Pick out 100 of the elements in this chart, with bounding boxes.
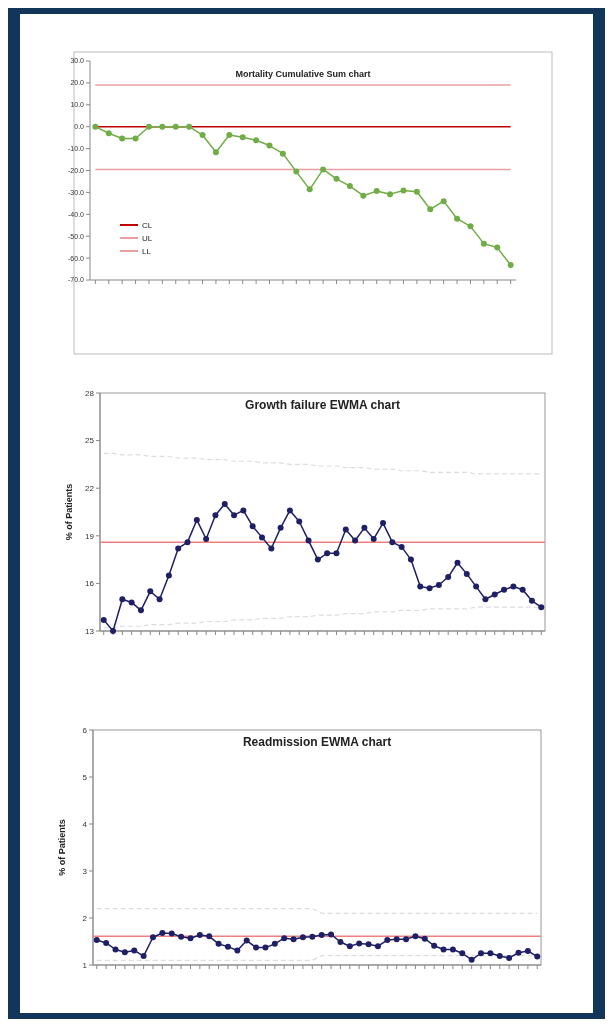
point [413, 188, 420, 195]
point [487, 950, 494, 957]
point [519, 586, 526, 593]
point [93, 937, 100, 944]
point [193, 516, 200, 523]
point [199, 132, 206, 139]
point [206, 933, 213, 940]
point [137, 607, 144, 614]
point [324, 550, 331, 557]
point [112, 946, 119, 953]
point [258, 534, 265, 541]
point [212, 149, 219, 156]
point [184, 539, 191, 546]
point [507, 262, 514, 269]
point [178, 933, 185, 940]
point [309, 933, 316, 940]
point [271, 940, 278, 947]
point [293, 168, 300, 175]
point [240, 507, 247, 514]
point [360, 192, 367, 199]
y-tick-label: 19 [85, 531, 95, 541]
point [445, 574, 452, 581]
point [286, 507, 293, 514]
y-tick-label: 4 [82, 819, 88, 829]
point [373, 188, 380, 195]
point [435, 581, 442, 588]
point [510, 583, 517, 590]
point [305, 537, 312, 544]
point [494, 244, 501, 251]
point [239, 134, 246, 141]
point [203, 535, 210, 542]
point [374, 943, 381, 950]
point [365, 941, 372, 948]
point [243, 937, 250, 944]
y-tick-label: 5 [82, 772, 88, 782]
point [262, 944, 269, 951]
y-tick-label: 1 [82, 960, 88, 970]
point [253, 137, 260, 144]
point [196, 931, 203, 938]
point [249, 523, 256, 530]
point [231, 512, 238, 519]
point [320, 166, 327, 173]
point [538, 604, 545, 611]
point [215, 940, 222, 947]
point [149, 934, 156, 941]
point [186, 123, 193, 130]
point [296, 518, 303, 525]
line-series [103, 452, 542, 475]
point [279, 150, 286, 157]
point [515, 949, 522, 956]
point [226, 132, 233, 139]
y-tick-label: 16 [85, 579, 95, 589]
point [482, 596, 489, 603]
point [290, 936, 297, 943]
point [398, 543, 405, 550]
point [380, 520, 387, 527]
point [140, 953, 147, 960]
chart-title: Growth failure EWMA chart [245, 398, 400, 412]
point [212, 512, 219, 519]
point [480, 240, 487, 247]
point [528, 597, 535, 604]
point [346, 943, 353, 950]
point [407, 556, 414, 563]
point [314, 556, 321, 563]
point [328, 931, 335, 938]
point [266, 142, 273, 149]
y-tick-label: 6 [82, 725, 88, 735]
point [393, 936, 400, 943]
point [473, 583, 480, 590]
point [156, 596, 163, 603]
y-tick-label: 3 [82, 866, 88, 876]
point [426, 585, 433, 592]
point [168, 930, 175, 937]
point [449, 946, 456, 953]
point [318, 931, 325, 938]
point [491, 591, 498, 598]
point [132, 135, 139, 142]
point [281, 935, 288, 942]
point [175, 545, 182, 552]
point [299, 934, 306, 941]
point [440, 946, 447, 953]
point [463, 570, 470, 577]
point [268, 545, 275, 552]
point [337, 938, 344, 945]
point [496, 953, 503, 960]
chart-title: Readmission EWMA chart [242, 735, 392, 749]
point [387, 191, 394, 198]
point [100, 616, 107, 623]
point [187, 935, 194, 942]
text: Mortality Cumulative Sum chart [235, 69, 371, 79]
point [234, 947, 241, 954]
point [412, 933, 419, 940]
point [431, 942, 438, 949]
point [119, 135, 126, 142]
point [454, 215, 461, 222]
point [427, 206, 434, 213]
point [370, 535, 377, 542]
point [384, 937, 391, 944]
point [224, 943, 231, 950]
y-tick-label: 22 [85, 484, 95, 493]
